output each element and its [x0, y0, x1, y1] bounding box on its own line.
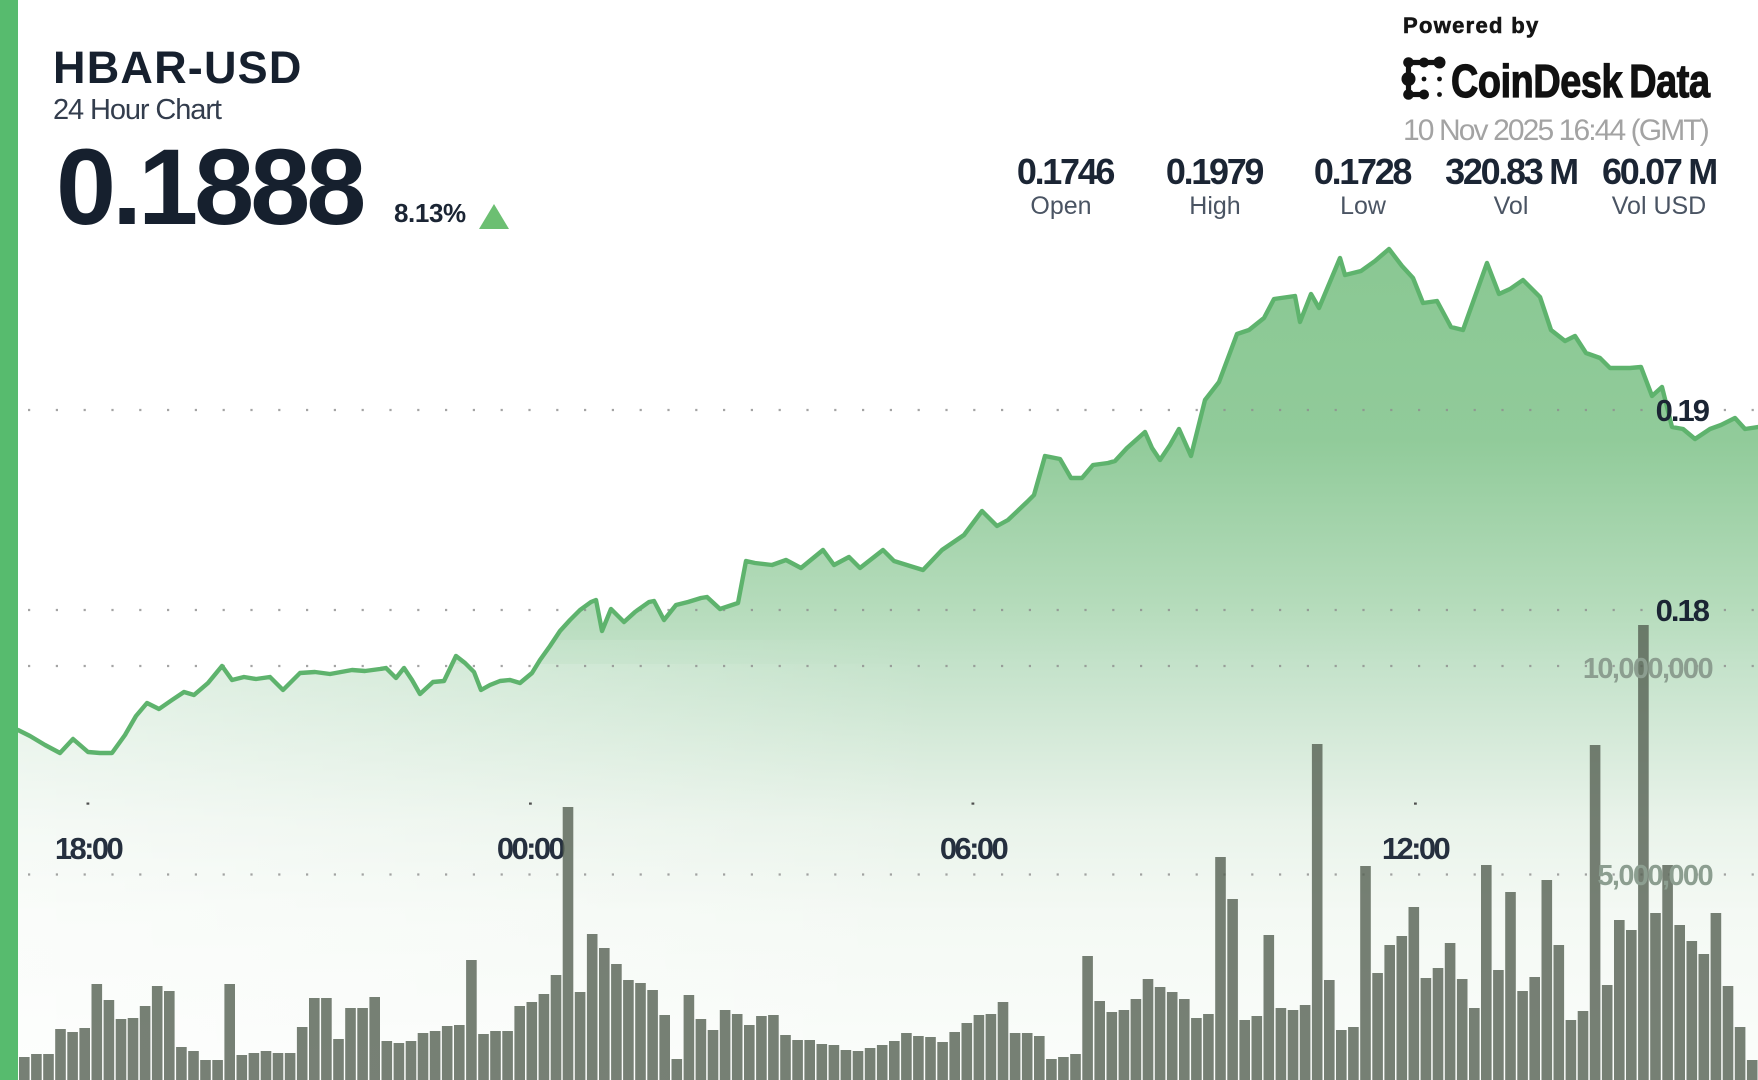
svg-text:18:00: 18:00: [55, 831, 123, 866]
svg-text:12:00: 12:00: [1382, 831, 1450, 866]
svg-text:0.18: 0.18: [1656, 593, 1710, 628]
svg-text:10,000,000: 10,000,000: [1583, 653, 1713, 685]
svg-text:00:00: 00:00: [497, 831, 565, 866]
svg-text:5,000,000: 5,000,000: [1597, 860, 1712, 892]
svg-text:0.19: 0.19: [1656, 393, 1710, 428]
svg-text:06:00: 06:00: [940, 831, 1008, 866]
